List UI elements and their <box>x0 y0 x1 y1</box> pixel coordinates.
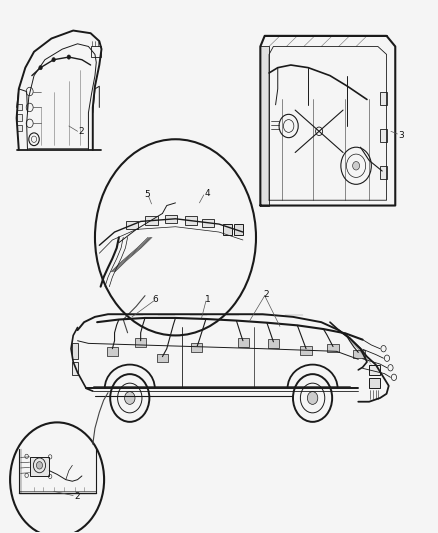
Polygon shape <box>369 378 380 389</box>
Polygon shape <box>300 346 312 354</box>
Polygon shape <box>165 215 177 223</box>
Circle shape <box>36 462 42 469</box>
Polygon shape <box>380 92 387 105</box>
Polygon shape <box>191 343 202 352</box>
Polygon shape <box>72 362 78 375</box>
Polygon shape <box>17 114 22 120</box>
Polygon shape <box>353 350 365 358</box>
Polygon shape <box>369 365 380 375</box>
Circle shape <box>307 392 318 405</box>
Text: 2: 2 <box>263 290 269 299</box>
Polygon shape <box>260 46 269 206</box>
Text: 2: 2 <box>79 127 85 136</box>
Polygon shape <box>185 216 197 224</box>
Circle shape <box>52 58 55 62</box>
Text: 2: 2 <box>74 492 80 501</box>
Polygon shape <box>107 347 118 356</box>
Polygon shape <box>268 339 279 348</box>
Circle shape <box>39 66 42 70</box>
Polygon shape <box>327 344 339 352</box>
Polygon shape <box>380 166 387 179</box>
Polygon shape <box>30 457 49 476</box>
Circle shape <box>353 161 360 170</box>
Text: 1: 1 <box>205 295 211 304</box>
Text: 6: 6 <box>152 295 158 304</box>
Polygon shape <box>234 224 243 235</box>
Polygon shape <box>72 343 78 359</box>
Polygon shape <box>17 104 22 110</box>
Polygon shape <box>157 354 168 362</box>
Polygon shape <box>238 338 249 346</box>
Polygon shape <box>145 216 158 224</box>
Circle shape <box>67 55 71 59</box>
Circle shape <box>124 392 135 405</box>
Text: 3: 3 <box>398 131 404 140</box>
Text: 5: 5 <box>144 190 150 199</box>
Polygon shape <box>223 224 232 235</box>
Text: 4: 4 <box>205 189 210 198</box>
Polygon shape <box>17 125 22 131</box>
Polygon shape <box>380 128 387 142</box>
Polygon shape <box>135 338 146 346</box>
Polygon shape <box>202 219 214 227</box>
Polygon shape <box>126 221 138 229</box>
